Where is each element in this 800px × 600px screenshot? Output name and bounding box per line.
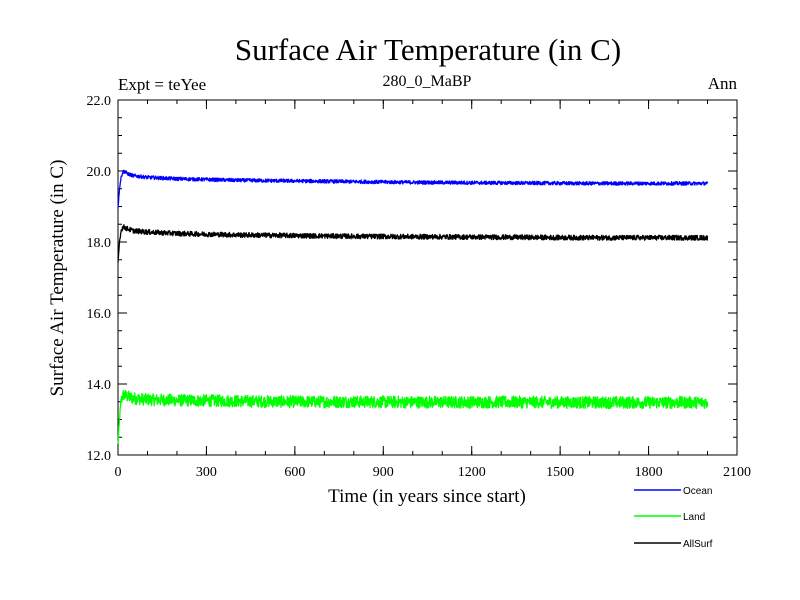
series-line-ocean	[117, 169, 709, 209]
x-tick-label: 900	[373, 465, 394, 480]
x-tick-label: 300	[196, 465, 217, 480]
y-tick-label: 22.0	[87, 94, 112, 109]
y-tick-label: 20.0	[87, 165, 112, 180]
y-tick-label: 12.0	[87, 449, 112, 464]
legend-label-land: Land	[683, 512, 705, 523]
legend-label-allsurf: AllSurf	[683, 539, 713, 550]
plot-area: 0 300 600 900 1200 1500 1800 2100 12.0 14.0 16.0 18…	[87, 94, 752, 480]
series-line-allsurf	[117, 224, 709, 263]
y-axis-label: Surface Air Temperature (in C)	[47, 160, 68, 397]
y-tick-label: 14.0	[87, 378, 112, 393]
x-tick-label: 600	[284, 465, 305, 480]
x-tick-label: 1500	[546, 465, 574, 480]
legend-label-ocean: Ocean	[683, 486, 712, 497]
y-tick-label: 16.0	[87, 307, 112, 322]
x-tick-label: 0	[115, 465, 122, 480]
y-tick-label: 18.0	[87, 236, 112, 251]
chart-left-label: Expt = teYee	[118, 75, 206, 94]
legend: Ocean Land AllSurf	[634, 486, 713, 550]
x-axis-label: Time (in years since start)	[328, 486, 526, 507]
x-tick-label: 1200	[458, 465, 486, 480]
series-line-land	[117, 390, 709, 444]
chart-right-label: Ann	[708, 74, 738, 93]
chart-title: Surface Air Temperature (in C)	[235, 32, 621, 67]
x-tick-label: 2100	[723, 465, 751, 480]
chart-subtitle: 280_0_MaBP	[383, 73, 472, 90]
x-tick-label: 1800	[635, 465, 663, 480]
